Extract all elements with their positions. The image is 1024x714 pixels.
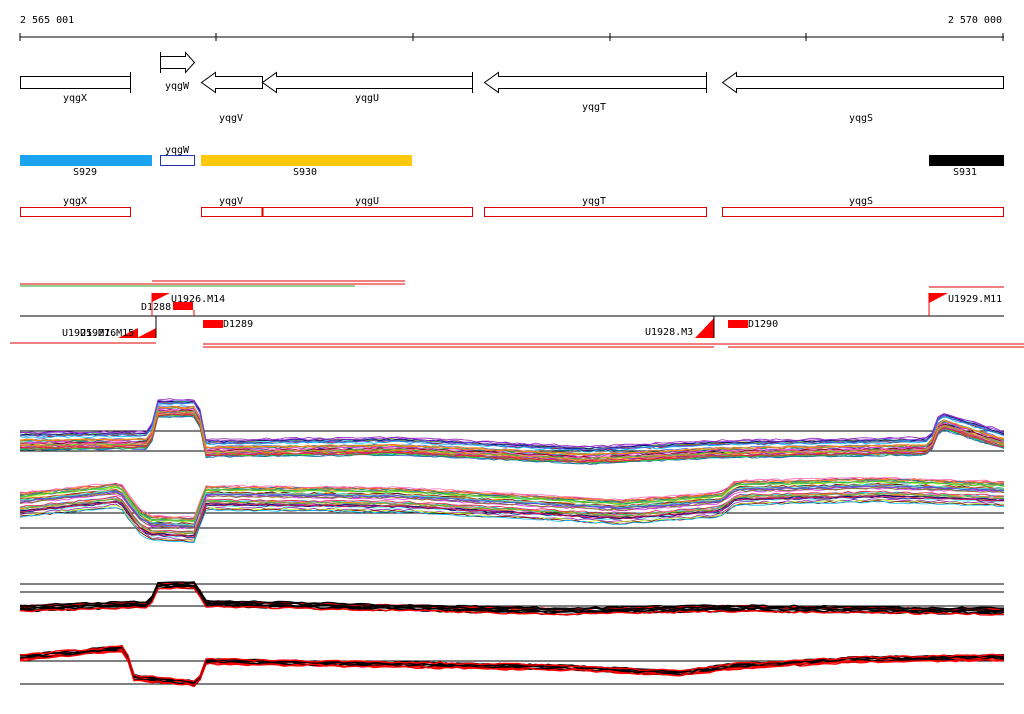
feature-label: D1290: [748, 319, 778, 330]
expression-profile-line: [19, 492, 1005, 535]
feature-label: U1926.M14: [171, 294, 225, 305]
feature-label: U1927.M15: [80, 328, 134, 339]
feature-label: D1289: [223, 319, 253, 330]
gene-yqgV[interactable]: yqgV: [200, 71, 263, 125]
segment-label: S930: [293, 167, 317, 178]
gene-box-yqgT[interactable]: yqgT: [484, 196, 707, 217]
gene-label: yqgX: [63, 93, 87, 104]
feature-label: D1288: [141, 302, 171, 313]
feature-D1289[interactable]: D1289: [203, 319, 253, 330]
gene-box-yqgV[interactable]: yqgV: [201, 196, 263, 217]
gene-yqgX[interactable]: yqgX: [20, 72, 131, 104]
expression-profile-line: [19, 484, 1005, 528]
gene-box-track: yqgX yqgV yqgU yqgT yqgS: [20, 196, 1004, 217]
coordinate-ruler: 2 565 001 2 570 000: [19, 15, 1004, 41]
segment-S929[interactable]: S929: [20, 155, 152, 178]
expression-profile-line: [19, 411, 1005, 461]
expression-profile-line: [19, 586, 1004, 616]
expression-profile-line: [19, 413, 1005, 463]
segment-track: S929 yqgW S930 S931: [20, 145, 1004, 178]
expression-profile-line: [19, 410, 1005, 460]
expression-profile-line: [19, 649, 1005, 686]
ruler-start-label: 2 565 001: [20, 15, 74, 26]
expression-profile-line: [19, 482, 1005, 525]
segment-label: yqgW: [165, 145, 190, 156]
feature-D1290[interactable]: D1290: [728, 319, 778, 330]
gene-label: yqgT: [582, 102, 606, 113]
feature-label: U1929.M11: [948, 294, 1002, 305]
feature-U1925-M16[interactable]: U1925.M16: [62, 328, 138, 339]
segment-S931[interactable]: S931: [929, 155, 1004, 178]
gene-box-yqgX[interactable]: yqgX: [20, 196, 131, 217]
segment-label: S929: [73, 167, 97, 178]
gene-box-label: yqgU: [355, 196, 379, 207]
expression-profile-line: [19, 480, 1005, 522]
gene-yqgT[interactable]: yqgT: [483, 71, 707, 113]
gene-box-yqgU[interactable]: yqgU: [261, 196, 473, 217]
gene-box-label: yqgT: [582, 196, 606, 207]
expression-profile-line: [19, 402, 1005, 453]
segment-S930[interactable]: S930: [201, 155, 412, 178]
gene-box-label: yqgX: [63, 196, 87, 207]
gene-label: yqgU: [355, 93, 379, 104]
feature-label: U1928.M3: [645, 327, 693, 338]
expression-profile-line: [19, 399, 1005, 448]
feature-U1926-M14[interactable]: U1926.M14: [151, 293, 225, 316]
expression-profile-line: [19, 478, 1005, 521]
feature-label: U1925.M16: [62, 328, 116, 339]
feature-U1928-M3[interactable]: U1928.M3: [645, 316, 715, 338]
expression-profile-line: [19, 490, 1005, 532]
expression-profile-line: [19, 495, 1005, 538]
gene-label: yqgW: [165, 81, 190, 92]
feature-U1929-M11[interactable]: U1929.M11: [928, 293, 1002, 316]
expression-profile-line: [19, 409, 1005, 459]
gene-label: yqgS: [849, 113, 873, 124]
feature-track: D1288 U1926.M14 U1929.M11 U1925.M16 U192…: [10, 280, 1024, 348]
gene-track: yqgX yqgW yqgV yqgU yqgT yqgS: [20, 51, 1004, 125]
gene-yqgW[interactable]: yqgW: [160, 51, 196, 92]
gene-box-label: yqgV: [219, 196, 243, 207]
gene-yqgU[interactable]: yqgU: [261, 71, 473, 104]
gene-yqgS[interactable]: yqgS: [721, 71, 1004, 125]
expression-profile-line: [19, 479, 1005, 521]
expression-profile-line: [19, 476, 1005, 518]
expression-profile-line: [19, 401, 1005, 451]
expression-profile-line: [19, 500, 1005, 544]
expression-profiles: [19, 398, 1005, 688]
ruler-end-label: 2 570 000: [948, 15, 1002, 26]
gene-box-label: yqgS: [849, 196, 873, 207]
expression-profile-line: [19, 406, 1005, 456]
expression-profile-line: [19, 480, 1005, 523]
gene-label: yqgV: [219, 113, 243, 124]
expression-profile-line: [19, 582, 1005, 612]
gene-box-yqgS[interactable]: yqgS: [722, 196, 1004, 217]
segment-yqgW[interactable]: yqgW: [160, 145, 195, 166]
expression-profile-line: [19, 479, 1005, 520]
feature-U1927-M15[interactable]: U1927.M15: [80, 316, 157, 339]
expression-profile-line: [19, 645, 1005, 682]
segment-label: S931: [953, 167, 977, 178]
